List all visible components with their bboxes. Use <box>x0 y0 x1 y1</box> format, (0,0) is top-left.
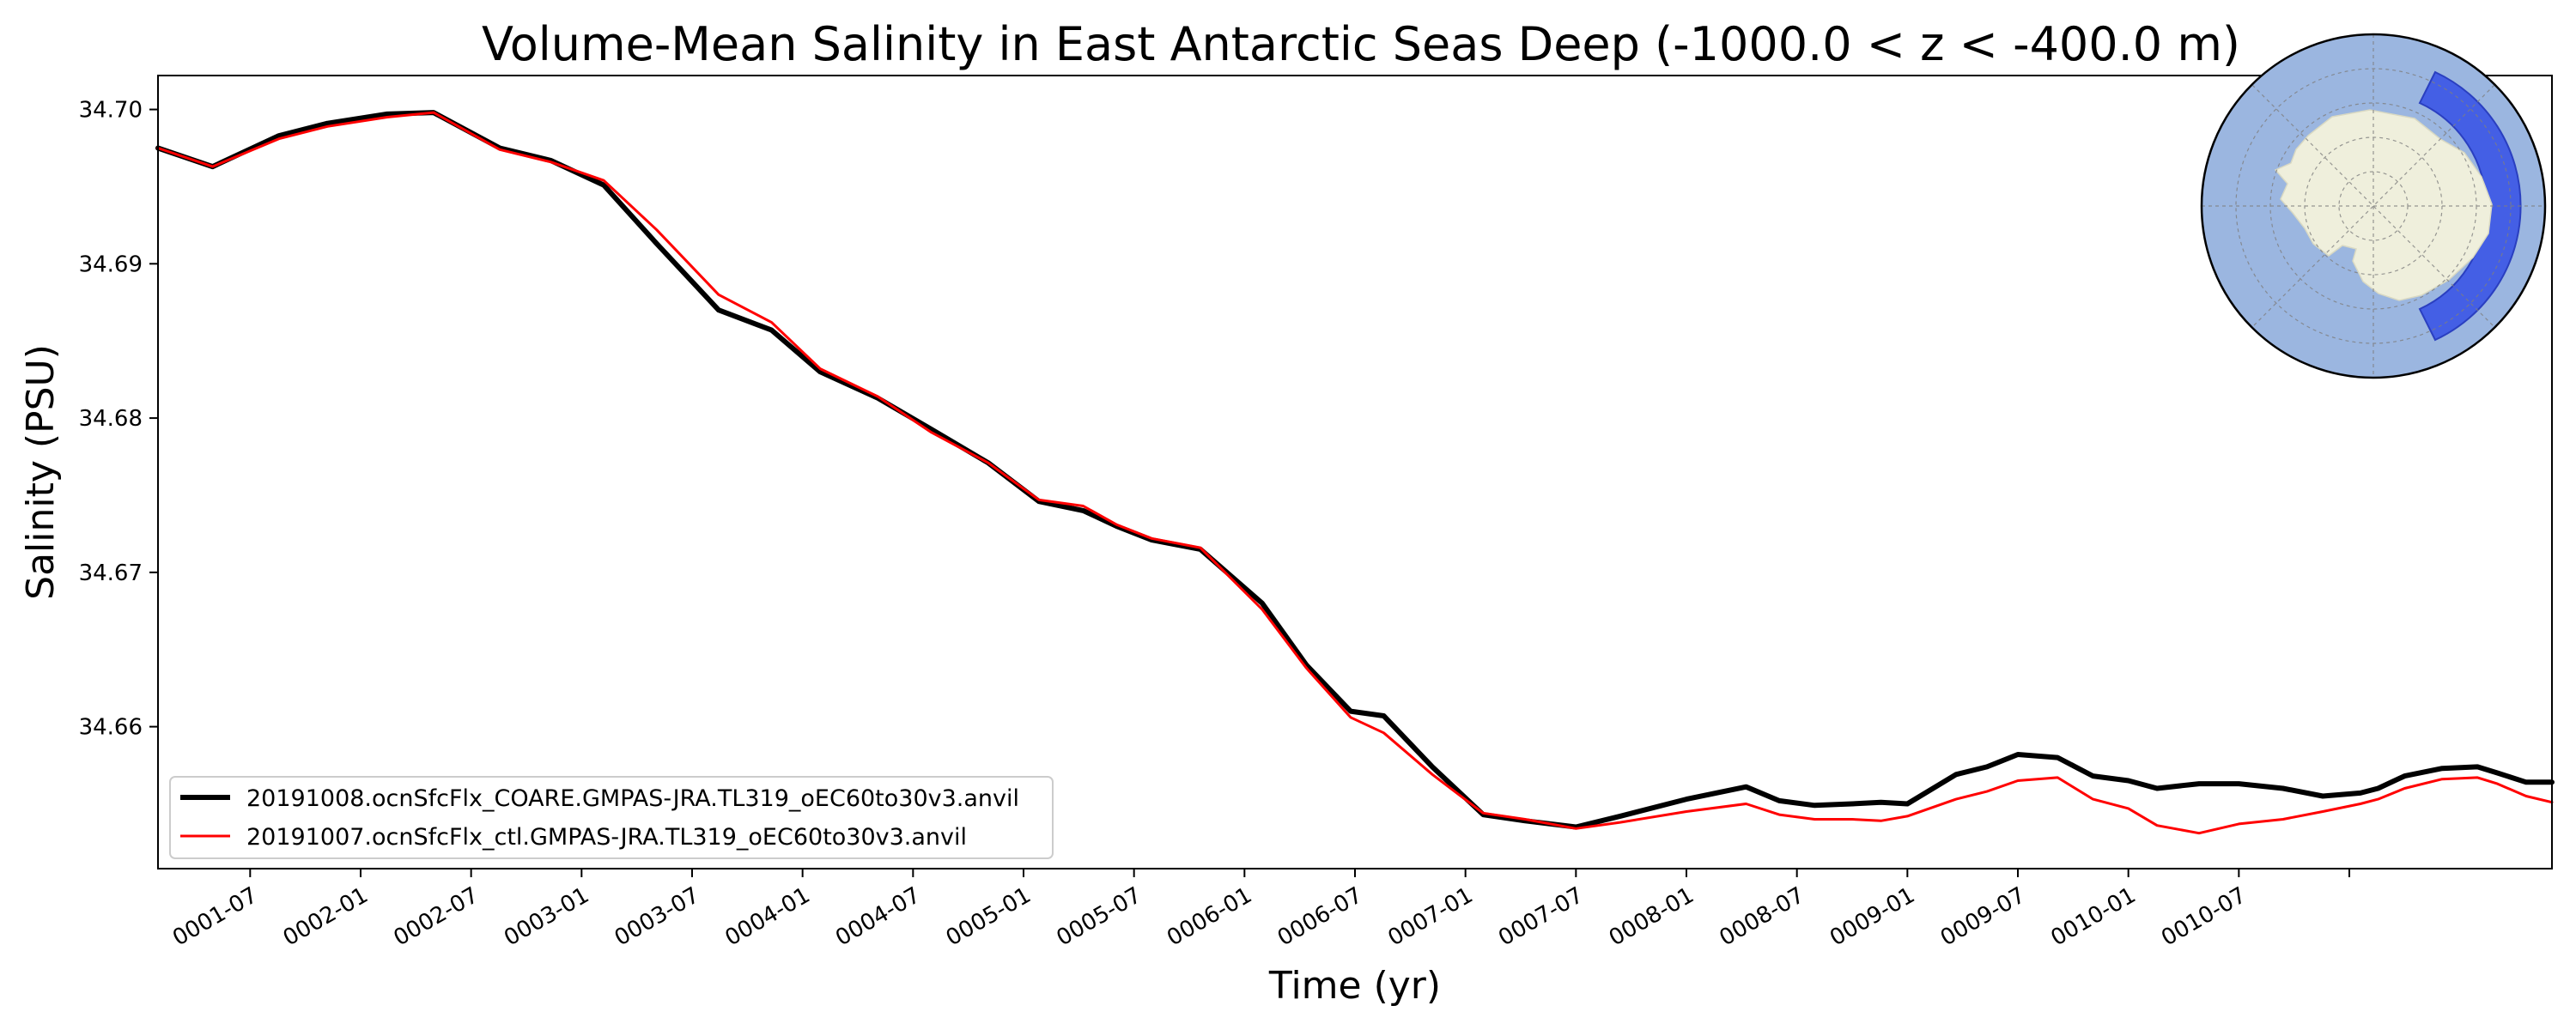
series-layer <box>155 110 2555 835</box>
legend-label-ctl: 20191007.ocnSfcFlx_ctl.GMPAS-JRA.TL319_o… <box>246 824 967 851</box>
antarctica-landmass <box>2274 109 2493 301</box>
series-line-1 <box>156 111 2554 835</box>
x-axis-label: Time (yr) <box>1268 964 1441 1008</box>
y-tick-label: 34.70 <box>79 98 143 124</box>
y-axis-label: Salinity (PSU) <box>19 344 63 600</box>
inset-map-south-pole <box>2200 33 2547 379</box>
y-tick-label: 34.68 <box>79 406 143 432</box>
legend-label-coare: 20191008.ocnSfcFlx_COARE.GMPAS-JRA.TL319… <box>246 785 1019 812</box>
y-tick-label: 34.66 <box>79 715 143 741</box>
inset-region-east-antarctic <box>2418 70 2522 342</box>
legend: 20191008.ocnSfcFlx_COARE.GMPAS-JRA.TL319… <box>169 776 1054 859</box>
chart-title: Volume-Mean Salinity in East Antarctic S… <box>482 17 2240 71</box>
y-tick-label: 34.69 <box>79 251 143 277</box>
legend-frame <box>169 776 1054 859</box>
inset-graticule <box>2202 34 2545 378</box>
y-tick-label: 34.67 <box>79 560 143 586</box>
y-axis: 34.66 34.67 34.68 34.69 34.70 <box>79 98 158 741</box>
inset-map-border <box>2200 33 2547 379</box>
